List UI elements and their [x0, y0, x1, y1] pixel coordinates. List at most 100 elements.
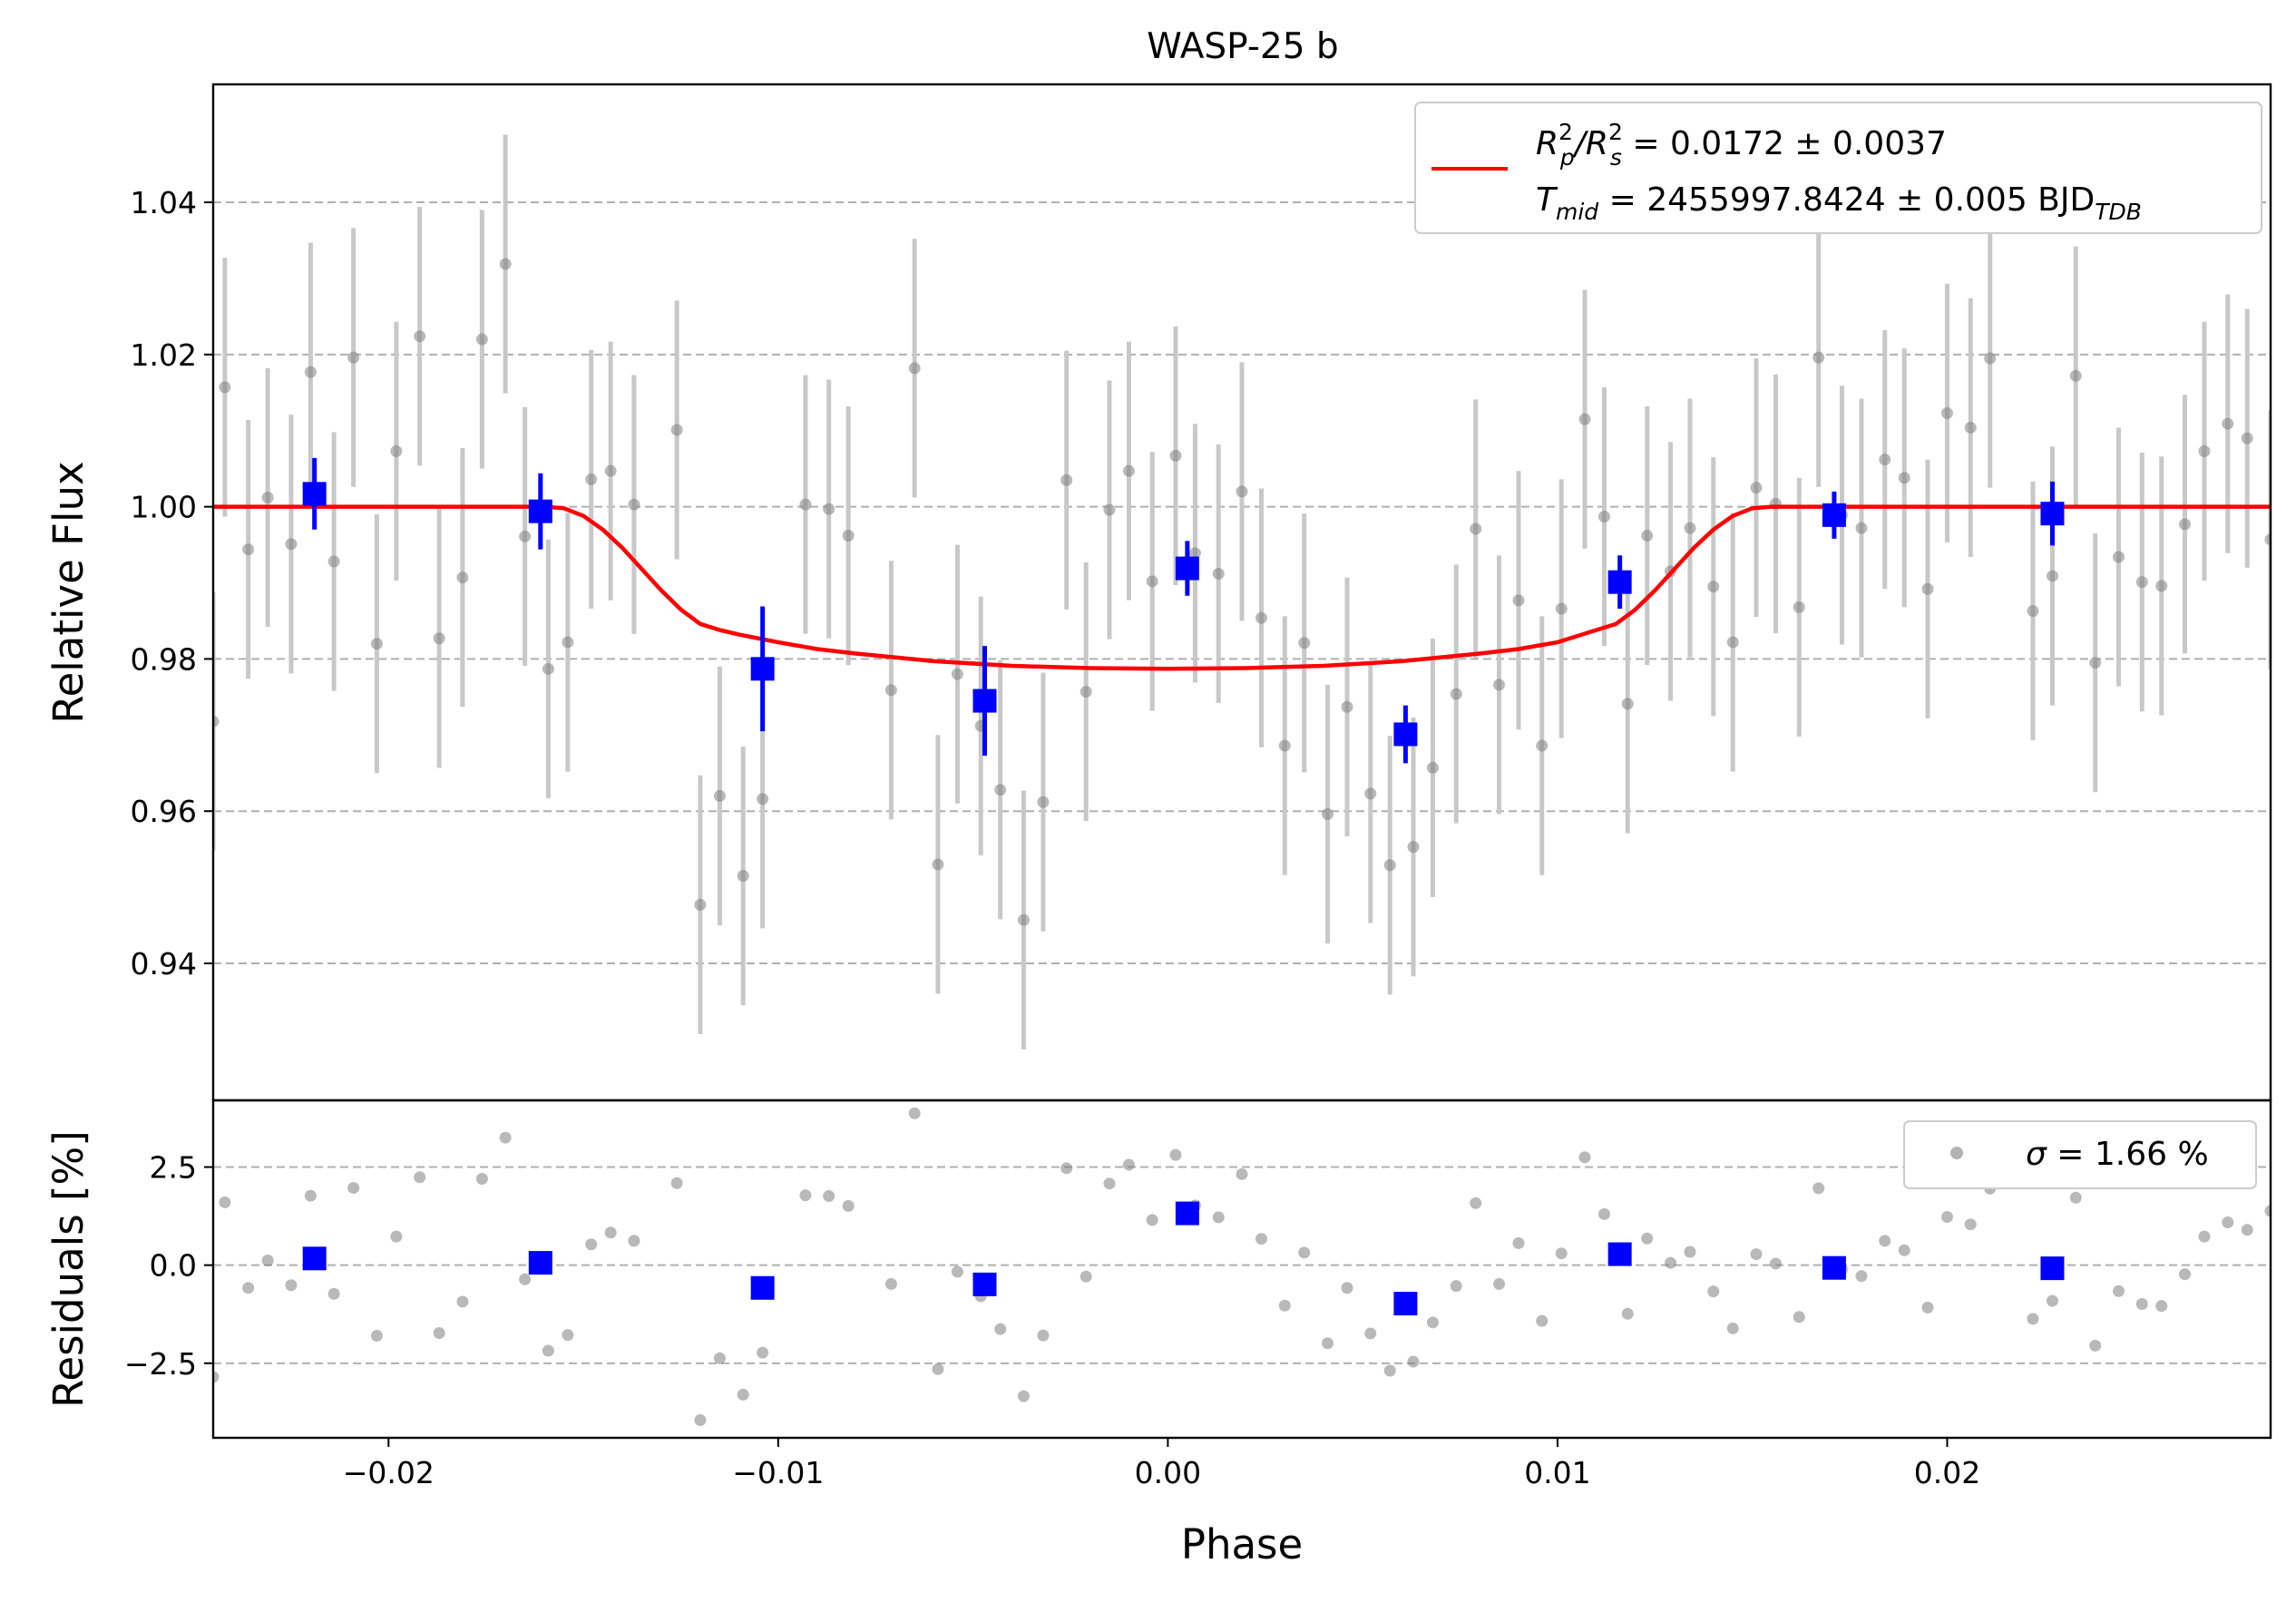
binned-point: [302, 482, 327, 506]
residual-point: [1750, 1248, 1763, 1261]
raw-point: [1470, 523, 1482, 535]
raw-point: [799, 498, 812, 511]
binned-point: [528, 499, 552, 523]
raw-point: [2135, 576, 2148, 589]
raw-point: [994, 784, 1007, 796]
binned-point: [2040, 502, 2065, 526]
raw-point: [499, 258, 512, 270]
raw-point: [1298, 637, 1311, 650]
binned-point: [1607, 570, 1632, 594]
y-tick-label: 0.98: [131, 641, 197, 677]
raw-point: [694, 898, 707, 911]
raw-point: [1812, 351, 1825, 364]
residual-point: [1037, 1329, 1050, 1342]
chart-title: WASP-25 b: [1147, 26, 1338, 67]
residual-point: [694, 1414, 707, 1427]
residual-point: [2046, 1294, 2058, 1307]
raw-point: [604, 464, 617, 477]
raw-point: [2222, 417, 2234, 430]
raw-point: [908, 362, 921, 375]
raw-point: [1879, 454, 1891, 466]
residual-point: [2198, 1230, 2211, 1243]
residual-point: [1493, 1277, 1505, 1290]
residual-point: [713, 1352, 726, 1364]
residual-point: [2112, 1285, 2125, 1297]
residual-point: [1536, 1314, 1549, 1327]
raw-point: [2112, 551, 2125, 563]
raw-points: [213, 258, 2271, 926]
raw-point: [1940, 406, 1953, 419]
raw-point: [475, 333, 488, 346]
residual-point: [1407, 1355, 1420, 1368]
residual-point: [1726, 1322, 1739, 1334]
raw-point: [433, 632, 445, 645]
residual-point: [1940, 1210, 1953, 1223]
residual-point: [1855, 1270, 1868, 1283]
y-tick-label: 0.94: [131, 946, 197, 982]
residual-gridlines: [213, 1166, 2271, 1364]
residual-point: [542, 1344, 554, 1357]
residual-binned-point: [1822, 1255, 1846, 1280]
legend-radius-ratio: R2 p/R2 s = 0.0172 ± 0.0037: [1536, 119, 1947, 171]
residual-point: [499, 1131, 512, 1144]
raw-point: [2264, 533, 2271, 546]
residual-y-ticks: −2.5 0.0 2.5: [124, 1150, 213, 1382]
residual-point: [2069, 1191, 2082, 1204]
raw-point: [1512, 594, 1525, 607]
y-tick-label: 0.0: [150, 1248, 197, 1284]
raw-point: [1060, 474, 1073, 486]
residual-point: [1641, 1232, 1654, 1245]
raw-point: [1555, 602, 1568, 615]
raw-point: [285, 538, 298, 551]
residual-point: [1578, 1151, 1591, 1164]
residual-point: [1364, 1327, 1377, 1340]
residual-point: [1684, 1245, 1696, 1258]
residual-point: [1080, 1270, 1092, 1283]
residual-point: [1060, 1162, 1073, 1175]
raw-point: [1236, 485, 1248, 498]
residual-binned-point: [1175, 1201, 1199, 1226]
raw-point: [1641, 529, 1654, 542]
raw-point: [1578, 413, 1591, 425]
raw-point: [1493, 679, 1505, 691]
residual-binned-point: [302, 1246, 327, 1271]
raw-point: [1684, 522, 1696, 534]
residual-point: [884, 1277, 897, 1290]
residual-point: [1921, 1301, 1934, 1314]
raw-point: [327, 555, 340, 568]
raw-point: [1597, 511, 1610, 523]
raw-point: [1169, 449, 1182, 462]
raw-point: [1364, 787, 1377, 800]
residual-binned-point: [2040, 1256, 2065, 1281]
residual-point: [1964, 1218, 1977, 1231]
raw-point: [1726, 636, 1739, 649]
residual-point: [327, 1287, 340, 1300]
residual-point: [347, 1181, 360, 1194]
raw-point: [1536, 739, 1549, 752]
residual-point: [285, 1279, 298, 1292]
raw-point: [2155, 580, 2168, 592]
raw-point: [1322, 808, 1334, 821]
raw-point: [1855, 522, 1868, 534]
raw-point: [1383, 859, 1396, 872]
residual-point: [951, 1265, 963, 1278]
raw-point: [2198, 444, 2211, 457]
raw-point: [414, 330, 426, 343]
y-tick-label: 0.96: [131, 794, 197, 829]
residual-point: [1512, 1236, 1525, 1249]
raw-point: [1188, 547, 1201, 560]
residual-point: [2089, 1339, 2102, 1352]
y-tick-label: 2.5: [150, 1150, 197, 1186]
raw-point: [1341, 700, 1353, 713]
residual-point: [562, 1329, 574, 1342]
binned-points: [302, 457, 2065, 764]
y-tick-label: 1.02: [131, 337, 197, 373]
residual-point: [932, 1363, 944, 1375]
residual-point: [1470, 1197, 1482, 1209]
residual-point: [370, 1330, 383, 1343]
raw-point: [2069, 369, 2082, 382]
residual-binned-point: [750, 1275, 775, 1300]
x-axis-label: Phase: [1181, 1520, 1303, 1568]
